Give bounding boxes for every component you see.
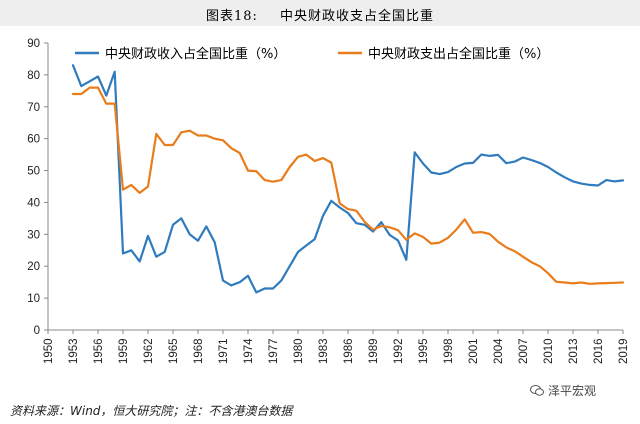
- chart-title: 中央财政收支占全国比重: [279, 9, 434, 24]
- x-tick-label: 1977: [268, 338, 280, 364]
- figure-title: 图表18: 中央财政收支占全国比重: [0, 5, 640, 24]
- x-tick-label: 1986: [343, 338, 355, 364]
- y-tick-label: 70: [27, 102, 40, 114]
- series-line-1: [71, 64, 625, 294]
- x-tick-label: 1971: [218, 338, 230, 364]
- x-tick-label: 2016: [593, 338, 605, 364]
- x-tick-label: 1968: [193, 338, 205, 364]
- legend-label-2: 中央财政支出占全国比重（%）: [368, 46, 549, 62]
- x-tick-label: 1983: [318, 338, 330, 364]
- y-tick-label: 90: [27, 38, 40, 50]
- x-tick-label: 2004: [493, 338, 505, 364]
- source-note: 资料来源：Wind，恒大研究院；注：不含港澳台数据: [10, 404, 293, 418]
- wechat-icon: [530, 385, 544, 396]
- series-line-2: [71, 86, 625, 285]
- x-tick-label: 1989: [368, 338, 380, 364]
- x-tick-label: 1950: [43, 338, 55, 364]
- figure-label: 图表18:: [206, 9, 258, 24]
- y-tick-label: 80: [27, 70, 40, 82]
- x-tick-label: 1956: [93, 338, 105, 364]
- y-tick-label: 10: [27, 293, 40, 305]
- y-tick-label: 20: [27, 261, 40, 273]
- x-tick-label: 2013: [568, 338, 580, 364]
- watermark-text: 泽平宏观: [548, 384, 597, 398]
- x-tick-label: 2010: [543, 338, 555, 364]
- y-tick-label: 40: [27, 197, 40, 209]
- x-tick-label: 2001: [468, 338, 480, 364]
- x-tick-label: 1995: [418, 338, 430, 364]
- watermark: 泽平宏观: [530, 382, 596, 399]
- line-chart: 0 10 20 30 40 50 60 70 80 90 1950 1953 1956 1959 1962 1…: [27, 38, 630, 364]
- x-tick-label: 1998: [443, 338, 455, 364]
- x-tick-label: 1959: [118, 338, 130, 364]
- x-tick-label: 1974: [243, 338, 255, 364]
- y-tick-label: 30: [27, 229, 40, 241]
- x-tick-label: 1953: [68, 338, 80, 364]
- title-bar: 图表18: 中央财政收支占全国比重: [0, 0, 640, 26]
- x-tick-label: 2019: [618, 338, 630, 364]
- x-tick-label: 2007: [518, 338, 530, 364]
- y-tick-label: 60: [27, 134, 40, 146]
- y-tick-label: 0: [34, 325, 40, 337]
- y-tick-label: 50: [27, 166, 40, 178]
- x-tick-label: 1980: [293, 338, 305, 364]
- legend-label-1: 中央财政收入占全国比重（%）: [105, 46, 286, 62]
- x-tick-label: 1965: [168, 338, 180, 364]
- x-tick-label: 1962: [143, 338, 155, 364]
- x-tick-label: 1992: [393, 338, 405, 364]
